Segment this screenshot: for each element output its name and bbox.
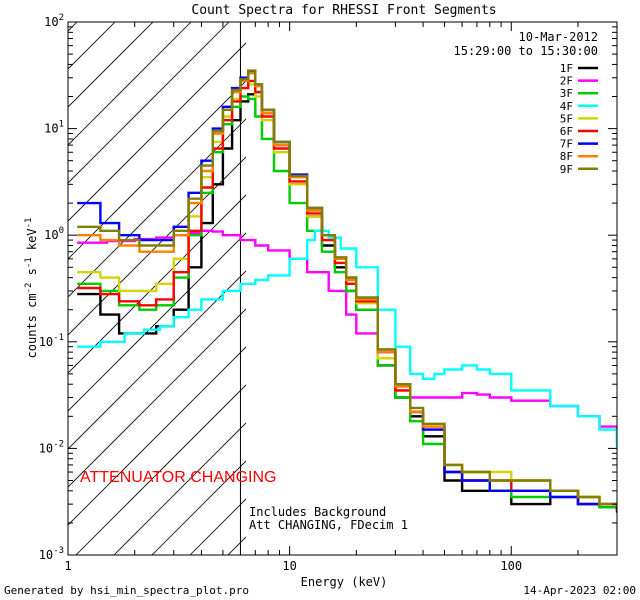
legend-label-2F: 2F <box>560 75 573 88</box>
hatch-line <box>68 308 246 488</box>
series-4F-line <box>77 229 617 449</box>
legend-label-7F: 7F <box>560 138 573 151</box>
y-tick-label: 101 <box>44 120 64 136</box>
y-tick-label: 10-2 <box>39 439 64 455</box>
hatch-line <box>68 194 246 374</box>
x-tick-label: 1 <box>64 559 71 573</box>
hatch-line <box>68 42 246 222</box>
hatch-line <box>68 270 246 450</box>
chart-title: Count Spectra for RHESSI Front Segments <box>191 3 496 18</box>
y-tick-label: 10-3 <box>39 546 64 562</box>
legend-label-4F: 4F <box>560 100 573 113</box>
hatch-line <box>570 0 640 555</box>
legend-label-5F: 5F <box>560 112 573 125</box>
y-tick-label: 10-1 <box>39 333 64 349</box>
hatch-line <box>68 118 246 298</box>
x-tick-label: 10 <box>282 559 296 573</box>
plot-frame <box>67 21 618 556</box>
y-tick-label: 100 <box>44 226 64 242</box>
y-tick-label: 102 <box>44 13 64 29</box>
legend-label-9F: 9F <box>560 163 573 176</box>
legend-label-3F: 3F <box>560 87 573 100</box>
series-layer <box>77 69 617 513</box>
hatch-line <box>227 536 246 555</box>
x-axis-label: Energy (keV) <box>301 575 388 589</box>
hatch-line <box>532 0 640 555</box>
legend-label-1F: 1F <box>560 62 573 75</box>
x-tick-labels: 1 10 100 <box>64 559 522 573</box>
legend-label-8F: 8F <box>560 150 573 163</box>
y-axis-label: counts cm-2 s-1 keV-1 <box>24 218 39 359</box>
hatch-line <box>68 346 246 526</box>
legend-label-6F: 6F <box>560 125 573 138</box>
axis-ticks <box>67 22 618 556</box>
hatch-line <box>68 156 246 336</box>
hatch-line <box>75 384 246 555</box>
attenuator-state-note: Att CHANGING, FDecim 1 <box>249 518 408 532</box>
hatch-line <box>68 80 246 260</box>
hatch-line <box>113 422 246 555</box>
attenuator-hatch-region <box>68 0 640 555</box>
background-note: Includes Background <box>249 505 386 519</box>
generated-by-footer: Generated by hsi_min_spectra_plot.pro <box>4 584 249 597</box>
x-tick-label: 100 <box>500 559 522 573</box>
observation-time-range: 15:29:00 to 15:30:00 <box>454 44 599 58</box>
attenuator-changing-label: ATTENUATOR CHANGING <box>80 469 276 486</box>
y-tick-labels: 102 101 100 10-1 10-2 10-3 <box>39 13 64 562</box>
series-9F-line <box>77 69 617 508</box>
observation-date: 10-Mar-2012 <box>519 30 598 44</box>
footer-date: 14-Apr-2023 02:00 <box>523 584 636 597</box>
